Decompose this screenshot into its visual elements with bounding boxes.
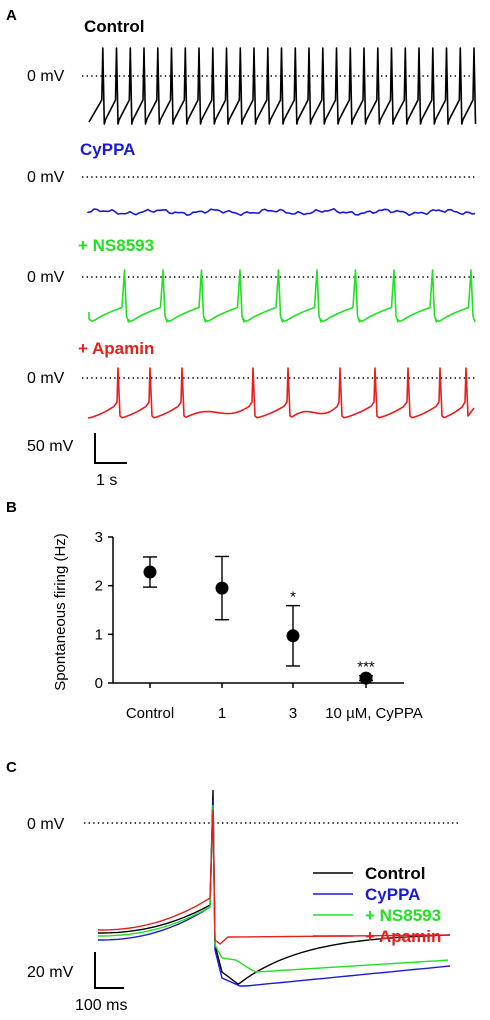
control-trace-label: Control (84, 17, 144, 36)
panel-a-scale-y-label: 50 mV (27, 438, 74, 455)
x-tick-label: 3 (289, 705, 297, 722)
panel-b-letter: B (6, 499, 17, 516)
apamin-zero-mv-label: 0 mV (27, 370, 65, 387)
data-point (286, 629, 300, 643)
y-tick-label: 0 (95, 675, 103, 692)
panel-c-scale-x-label: 100 ms (75, 997, 127, 1014)
apamin-voltage-trace (87, 367, 475, 419)
panel-a-letter: A (6, 7, 17, 24)
ns8593-ap-waveform (98, 804, 449, 973)
data-point (143, 565, 157, 579)
cyppa-voltage-trace (87, 208, 476, 217)
cyppa-zero-mv-label: 0 mV (27, 169, 65, 186)
data-point (215, 581, 229, 595)
panel-c-legend: Control CyPPA + NS8593 + Apamin (313, 864, 441, 946)
legend-label-control: Control (365, 864, 425, 883)
significance-marker: * (290, 589, 296, 606)
panel-c-zero-mv-label: 0 mV (27, 816, 65, 833)
significance-marker: *** (357, 659, 375, 676)
y-axis-label: Spontaneous firing (Hz) (52, 533, 69, 691)
control-zero-mv-label: 0 mV (27, 68, 65, 85)
panel-a-scale-bar (94, 433, 127, 464)
panel-c-scale-y-label: 20 mV (27, 964, 74, 981)
apamin-trace-label: + Apamin (78, 339, 154, 358)
x-tick-label: Control (126, 705, 174, 722)
ns8593-voltage-trace (88, 269, 476, 323)
data-point (359, 671, 373, 685)
cyppa-ap-waveform (98, 799, 451, 987)
panel-c-letter: C (6, 759, 17, 776)
panel-c-scale-bar (94, 952, 124, 989)
ns8593-zero-mv-label: 0 mV (27, 269, 65, 286)
legend-label-ns8593: + NS8593 (365, 906, 441, 925)
y-tick-label: 1 (95, 626, 103, 643)
x-tick-label: 1 (218, 705, 226, 722)
legend-label-apamin: + Apamin (365, 927, 441, 946)
ns8593-trace-label: + NS8593 (78, 236, 154, 255)
x-tick-label: 10 µM, CyPPA (325, 705, 423, 722)
control-voltage-trace (88, 47, 477, 125)
apamin-ap-waveform (98, 809, 451, 945)
y-tick-label: 3 (95, 529, 103, 546)
control-ap-waveform (98, 789, 451, 985)
panel-a-scale-x-label: 1 s (96, 472, 117, 489)
cyppa-trace-label: CyPPA (80, 140, 135, 159)
legend-label-cyppa: CyPPA (365, 885, 420, 904)
y-tick-label: 2 (95, 578, 103, 595)
